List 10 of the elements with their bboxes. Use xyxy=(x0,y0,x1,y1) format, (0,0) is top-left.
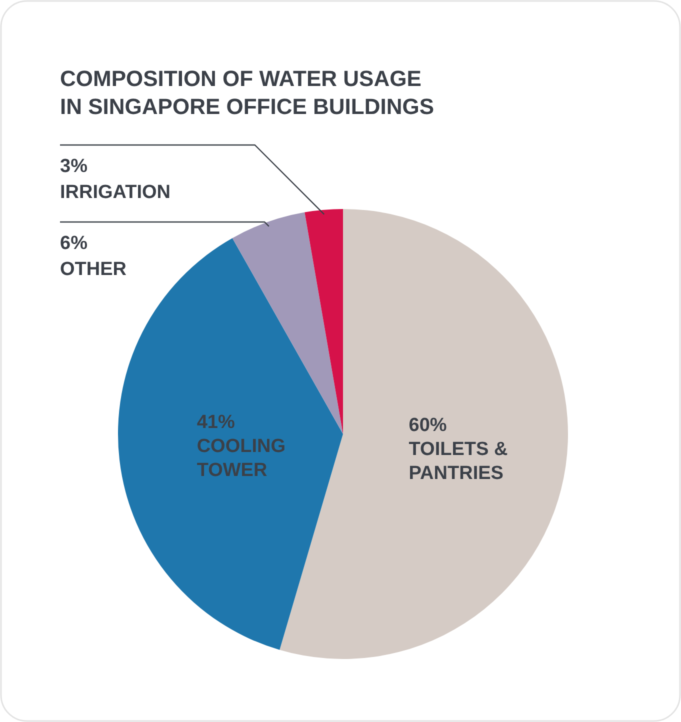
chart-title: COMPOSITION OF WATER USAGE IN SINGAPORE OFFICE BUILDINGS xyxy=(60,66,434,119)
data-label: 60% xyxy=(408,415,447,436)
slice-label: OTHER xyxy=(60,259,127,280)
slice-label: IRRIGATION xyxy=(60,182,170,203)
data-label: 3% xyxy=(60,156,88,177)
pie-slice xyxy=(304,209,343,434)
data-label: 41% xyxy=(196,412,235,434)
slice-label: COOLING TOWER xyxy=(196,436,286,482)
data-label: 6% xyxy=(60,233,88,254)
slice-label: TOILETS & PANTRIES xyxy=(408,439,508,484)
